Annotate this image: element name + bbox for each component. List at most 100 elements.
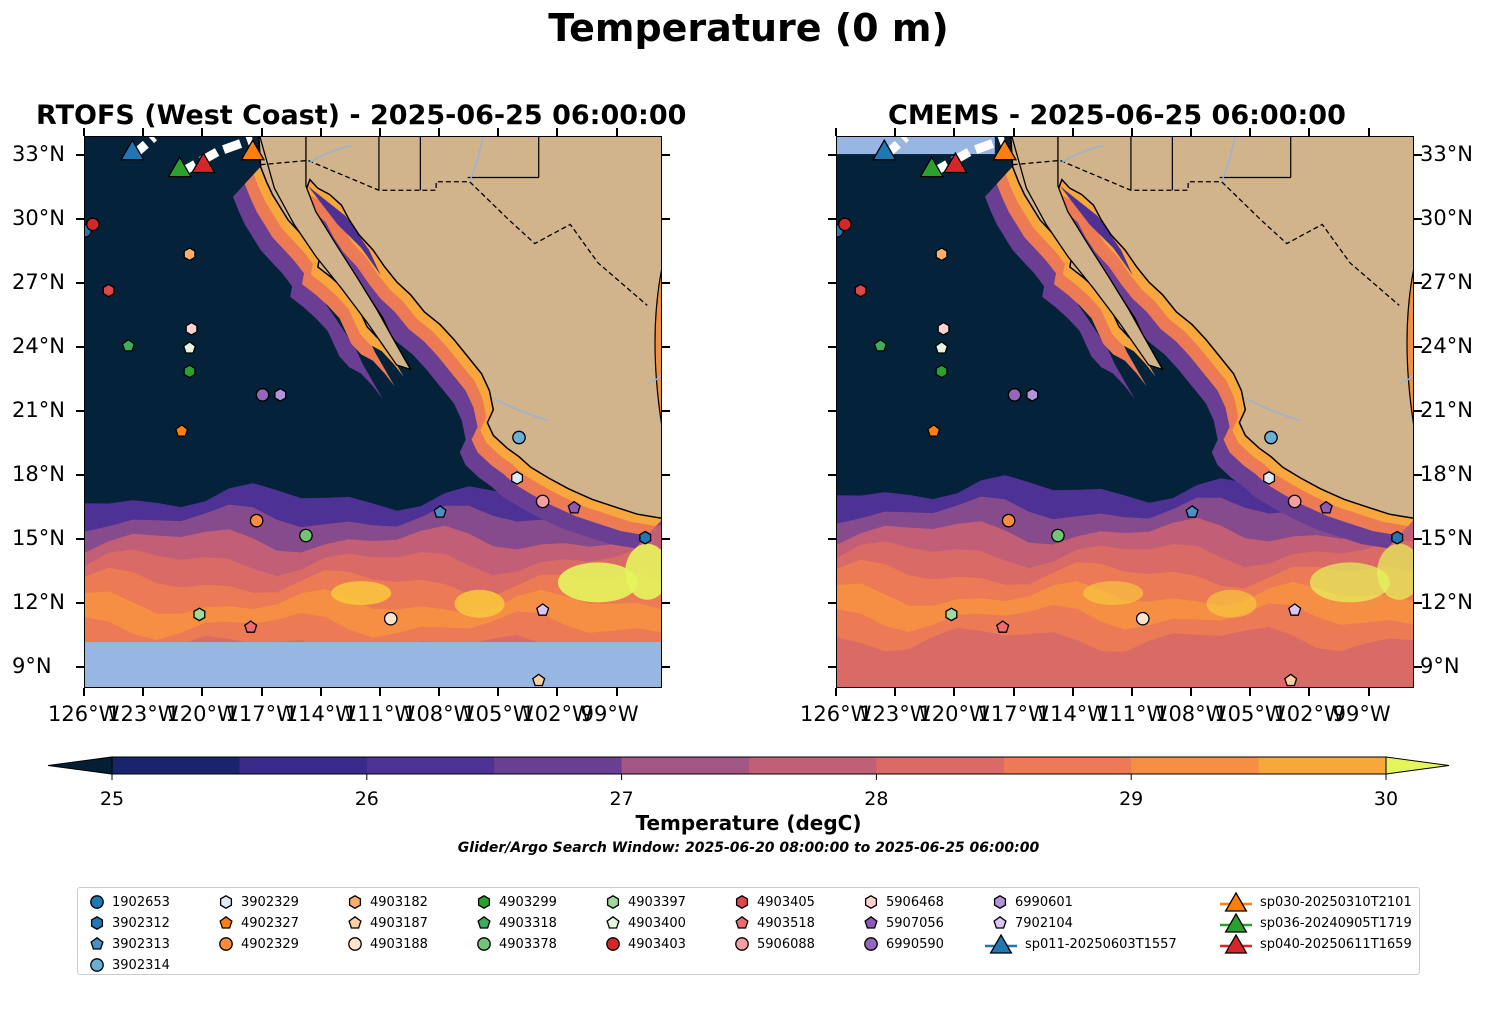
legend-label: 4903318 (499, 915, 557, 931)
axis-tick (378, 688, 381, 696)
colorbar-tick-label: 28 (864, 788, 889, 810)
lat-tick-label-right: 12°N (1420, 589, 1473, 614)
glider-marker-sp036-20240905T1719 (919, 155, 945, 178)
argo-marker-4902327 (927, 424, 941, 437)
lon-tick-label-left: 120°W (166, 702, 238, 726)
legend-item: 4903405 (733, 892, 815, 912)
axis-tick (1190, 688, 1193, 696)
legend-marker-icon (90, 936, 104, 950)
legend-item: 1902653 (88, 892, 170, 912)
glider-marker-sp036-20240905T1719 (167, 155, 193, 178)
argo-marker-4903397 (193, 607, 206, 622)
legend-label: sp011-20250603T1557 (1025, 936, 1177, 952)
lon-tick-label-right: 111°W (1095, 702, 1168, 726)
lon-tick-label-left: 105°W (462, 702, 534, 726)
lon-tick-label-right: 105°W (1214, 702, 1286, 726)
map-cmems (836, 136, 1414, 688)
axis-tick (1071, 688, 1074, 696)
lat-tick-label-right: 18°N (1420, 461, 1473, 486)
colorbar-bin (112, 757, 240, 774)
lon-tick-label-left: 114°W (284, 702, 357, 726)
legend-item: 6990601 (991, 892, 1073, 912)
colorbar-label: Temperature (degC) (635, 811, 862, 835)
legend-circle-icon (735, 937, 749, 951)
legend-label: 6990590 (886, 936, 944, 952)
legend-pentagon-icon (606, 915, 620, 929)
legend-marker-icon (606, 895, 620, 909)
legend-label: 4902329 (241, 936, 299, 952)
axis-tick (1308, 688, 1311, 696)
axis-tick (828, 282, 836, 285)
argo-marker-4903187 (532, 673, 546, 687)
lon-tick-label-left: 117°W (225, 702, 297, 726)
lat-tick-label-right: 27°N (1420, 270, 1473, 295)
colorbar-bin (494, 757, 623, 774)
argo-marker-4903403 (86, 217, 100, 232)
legend-circle-icon (864, 937, 878, 951)
axis-tick (1071, 128, 1074, 136)
coastal-band-inner (253, 166, 661, 526)
legend-marker-icon (735, 915, 749, 929)
colorbar-tick-label: 26 (354, 788, 379, 810)
mainland (1010, 137, 1413, 519)
legend-label: 4903299 (499, 894, 557, 910)
main-title: Temperature (0 m) (548, 6, 949, 50)
lon-tick-label-right: 99°W (1332, 702, 1391, 726)
axis-tick (438, 688, 441, 696)
axis-tick (76, 537, 84, 540)
argo-marker-7902104 (1288, 603, 1302, 616)
lon-tick-label-right: 117°W (977, 702, 1049, 726)
legend-label: 5906088 (757, 936, 815, 952)
legend-item: 4903182 (346, 892, 428, 912)
axis-tick (1414, 282, 1422, 285)
axis-tick (828, 473, 836, 476)
lat-tick-label-left: 21°N (12, 397, 65, 422)
legend-item: sp040-20250611T1659 (1218, 933, 1412, 954)
legend-marker-icon (477, 895, 491, 909)
legend-item: 4902329 (217, 934, 299, 954)
axis-tick (1414, 601, 1422, 604)
axis-tick (76, 409, 84, 412)
argo-marker-4903299 (935, 364, 948, 379)
legend-pentagon-icon (735, 915, 749, 929)
glider-marker-sp030-20250310T2101 (992, 138, 1018, 161)
legend-hexagon-icon (993, 895, 1007, 909)
gulf-of-mexico-edge (654, 269, 661, 425)
axis-tick (319, 128, 322, 136)
legend-circle-icon (606, 937, 620, 951)
axis-tick (76, 282, 84, 285)
legend-marker-icon (606, 915, 620, 929)
colorbar-tick-label: 27 (609, 788, 634, 810)
legend-label: 6990601 (1015, 894, 1073, 910)
legend-marker-icon (864, 915, 878, 929)
lon-tick-label-right: 108°W (1155, 702, 1227, 726)
argo-marker-6990601 (274, 387, 287, 402)
legend-label: 4903518 (757, 915, 815, 931)
mainland (258, 137, 661, 519)
baja-peninsula (1011, 137, 1164, 371)
argo-marker-6990590 (1007, 388, 1022, 402)
lat-tick-label-right: 21°N (1420, 397, 1473, 422)
search-window-text: Glider/Argo Search Window: 2025-06-20 08… (457, 840, 1040, 856)
argo-marker-4903182 (183, 247, 196, 262)
axis-tick (1130, 688, 1133, 696)
legend-label: 4903182 (370, 894, 428, 910)
argo-marker-4903318 (873, 338, 888, 352)
legend-marker-icon (348, 915, 362, 929)
axis-tick (662, 282, 670, 285)
legend-hexagon-icon (864, 895, 878, 909)
colorbar-bin (1003, 757, 1132, 774)
legend-marker-icon (477, 937, 491, 951)
axis-tick (497, 128, 500, 136)
legend-hexagon-icon (735, 895, 749, 909)
legend-label: 4902327 (241, 915, 299, 931)
axis-tick (615, 128, 618, 136)
baja-peninsula (259, 137, 412, 371)
axis-tick (662, 601, 670, 604)
axis-tick (1367, 688, 1370, 696)
lat-tick-label-right: 9°N (1420, 653, 1460, 678)
legend-item: 4903400 (604, 913, 686, 933)
axis-tick (76, 601, 84, 604)
legend-item: 4903188 (346, 934, 428, 954)
legend-item: 4903318 (475, 913, 557, 933)
